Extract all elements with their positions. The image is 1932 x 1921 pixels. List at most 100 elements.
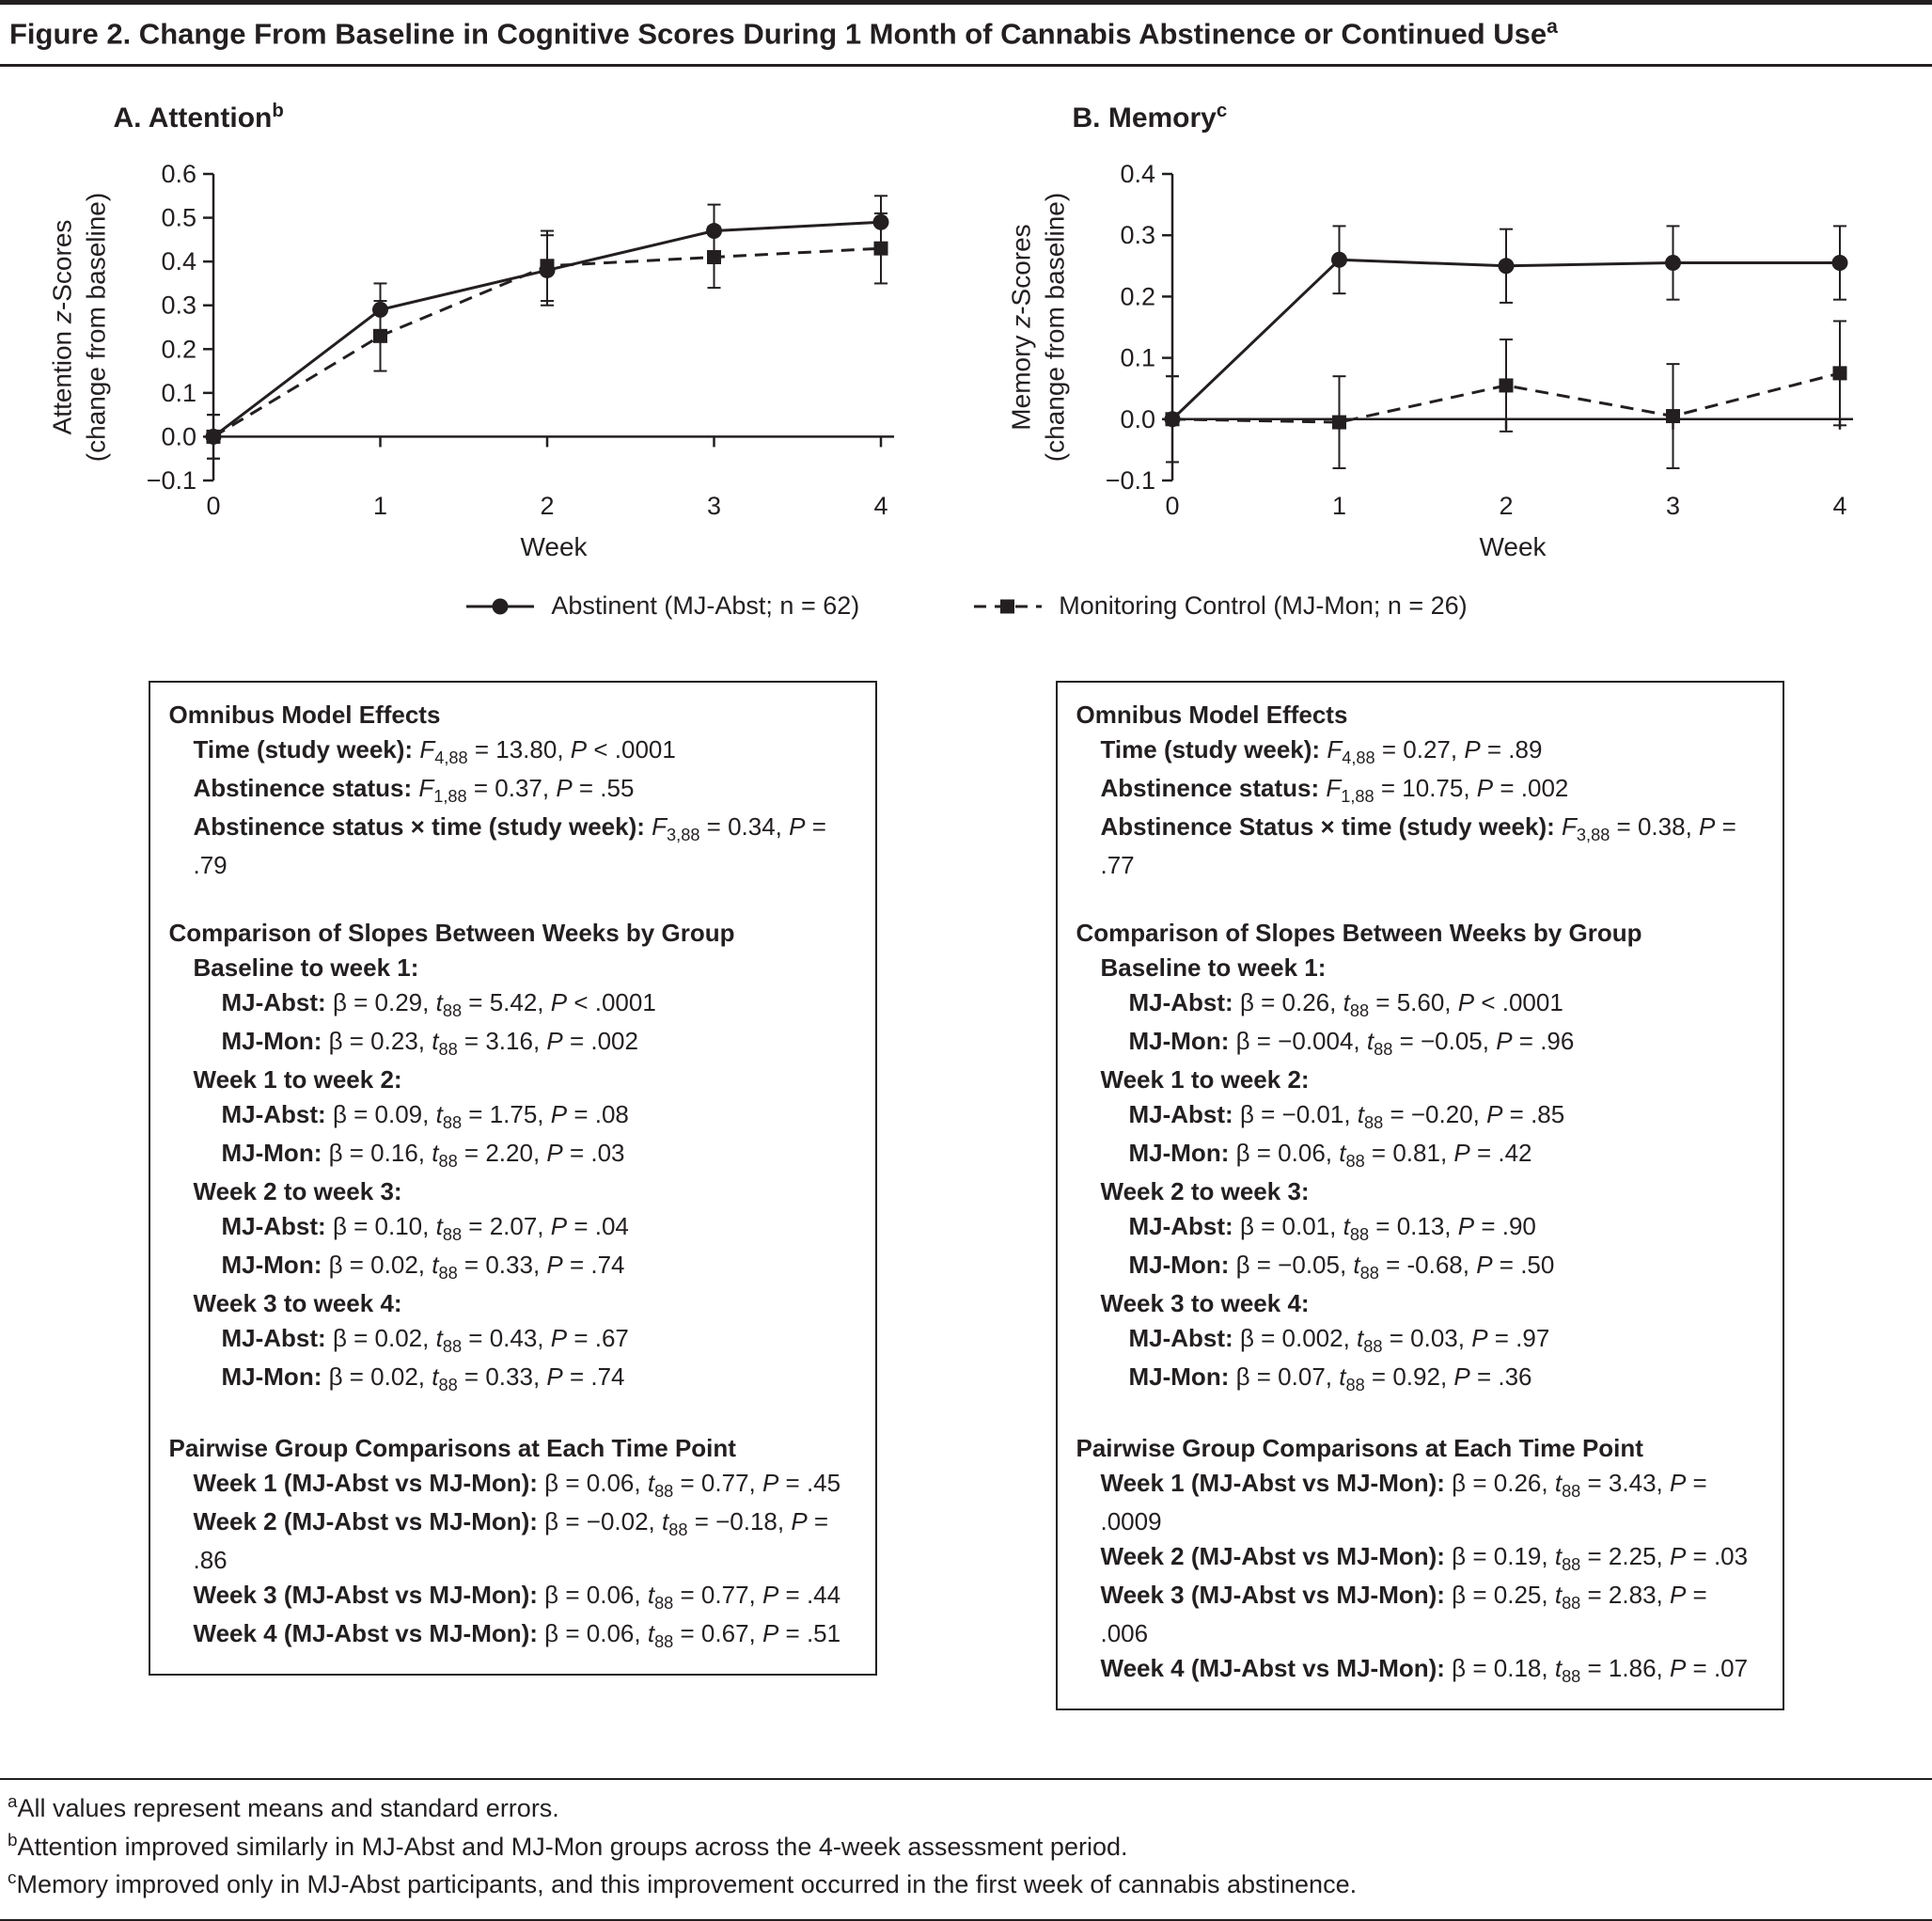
stat-line: Baseline to week 1: [1101, 951, 1762, 985]
attention-ylabel-wrap: Attention z-Scores (change from baseline) [40, 153, 119, 567]
stat-value: β = 0.26, t88 = 5.60, P < .0001 [1233, 988, 1563, 1021]
memory-chart-wrap: Memory z-Scores (change from baseline) 0.… [999, 153, 1893, 567]
stats-row: Omnibus Model Effects Time (study week): … [0, 681, 1932, 1711]
stat-value: β = 0.02, t88 = 0.33, P = .74 [322, 1251, 625, 1283]
title-rule [0, 64, 1932, 68]
stat-line: MJ-Abst: β = 0.01, t88 = 0.13, P = .90 [1129, 1209, 1762, 1248]
svg-text:−0.1: −0.1 [146, 466, 196, 495]
stat-line: MJ-Mon: β = 0.02, t88 = 0.33, P = .74 [222, 1248, 855, 1286]
stat-value: β = 0.07, t88 = 0.92, P = .36 [1229, 1362, 1532, 1395]
stat-label: MJ-Mon: [221, 1362, 322, 1392]
stat-value: β = 0.06, t88 = 0.77, P = .45 [537, 1469, 841, 1502]
stat-line: Week 2 to week 3: [1101, 1174, 1762, 1209]
footnotes: aAll values represent means and standard… [0, 1780, 1932, 1919]
stat-label: Baseline to week 1: [193, 953, 419, 983]
svg-text:−0.1: −0.1 [1105, 466, 1154, 495]
stat-line: Week 3 (MJ-Abst vs MJ-Mon): β = 0.06, t8… [194, 1578, 855, 1616]
stat-label: MJ-Mon: [221, 1251, 322, 1280]
stat-label: Abstinence Status × time (study week): [1100, 812, 1555, 842]
stat-line: Week 3 to week 4: [194, 1286, 855, 1321]
memory-chart: 0.4 0.3 0.2 0.1 0.0 −0.1 0 1 2 3 4 Week [1105, 160, 1853, 561]
stat-label: Week 4 (MJ-Abst vs MJ-Mon): [193, 1619, 538, 1648]
stat-line: Pairwise Group Comparisons at Each Time … [1076, 1431, 1762, 1466]
attention-chart: 0.6 0.5 0.4 0.3 0.2 0.1 0.0 −0.1 0 1 2 3 4 Week [146, 160, 894, 561]
stat-line: Week 4 (MJ-Abst vs MJ-Mon): β = 0.18, t8… [1101, 1651, 1762, 1690]
svg-text:Week: Week [520, 532, 588, 561]
stat-label: Omnibus Model Effects [168, 701, 441, 730]
legend-item-monitoring-control: Monitoring Control (MJ-Mon; n = 26) [972, 591, 1468, 621]
stat-line: MJ-Abst: β = −0.01, t88 = −0.20, P = .85 [1129, 1097, 1762, 1136]
svg-text:3: 3 [706, 492, 720, 520]
legend-label-monitoring-control: Monitoring Control (MJ-Mon; n = 26) [1059, 591, 1468, 621]
stat-label: Week 1 to week 2: [1100, 1065, 1310, 1094]
stat-label: MJ-Mon: [1128, 1362, 1230, 1392]
stat-label: Abstinence status × time (study week): [193, 812, 645, 842]
svg-text:0.2: 0.2 [1120, 283, 1155, 311]
stat-line: MJ-Mon: β = 0.07, t88 = 0.92, P = .36 [1129, 1360, 1762, 1398]
stat-label: Week 2 (MJ-Abst vs MJ-Mon): [1100, 1542, 1445, 1571]
stat-line: Week 4 (MJ-Abst vs MJ-Mon): β = 0.06, t8… [194, 1616, 855, 1655]
stat-label: Week 2 (MJ-Abst vs MJ-Mon): [193, 1507, 538, 1536]
stat-line: Pairwise Group Comparisons at Each Time … [169, 1431, 855, 1466]
stat-value: β = 0.06, t88 = 0.67, P = .51 [537, 1619, 841, 1652]
memory-panel-title: B. Memoryc [1072, 101, 1228, 134]
stat-line: Baseline to week 1: [194, 951, 855, 985]
stat-line: MJ-Mon: β = −0.004, t88 = −0.05, P = .96 [1129, 1024, 1762, 1063]
stat-line: MJ-Abst: β = 0.09, t88 = 1.75, P = .08 [222, 1097, 855, 1136]
svg-text:2: 2 [540, 492, 554, 520]
stat-line: Week 2 (MJ-Abst vs MJ-Mon): β = 0.19, t8… [1101, 1539, 1762, 1578]
stat-label: Comparison of Slopes Between Weeks by Gr… [168, 919, 735, 948]
stat-value: F4,88 = 13.80, P < .0001 [419, 735, 676, 768]
svg-text:2: 2 [1499, 492, 1513, 520]
stat-label: MJ-Mon: [1128, 1139, 1230, 1168]
svg-text:0.1: 0.1 [161, 379, 196, 407]
stat-label: MJ-Abst: [1128, 1100, 1233, 1129]
attention-ylabel-line1: Attention z-Scores [47, 219, 77, 435]
stat-line: MJ-Abst: β = 0.002, t88 = 0.03, P = .97 [1129, 1321, 1762, 1360]
stat-label: Week 3 to week 4: [193, 1289, 402, 1318]
stat-label: Week 2 to week 3: [193, 1177, 402, 1206]
attention-panel-title: A. Attentionb [113, 101, 284, 134]
stat-value: F1,88 = 10.75, P = .002 [1326, 774, 1569, 807]
stat-value: F3,88 = 0.34, P = .79 [193, 812, 826, 880]
stat-value: β = 0.25, t88 = 2.83, P = .006 [1100, 1581, 1707, 1648]
stat-line: Omnibus Model Effects [1076, 698, 1762, 732]
stat-value: F1,88 = 0.37, P = .55 [418, 774, 635, 807]
footnote-a: aAll values represent means and standard… [8, 1792, 559, 1823]
stat-label: Baseline to week 1: [1100, 953, 1327, 983]
stat-value: β = 0.01, t88 = 0.13, P = .90 [1233, 1212, 1536, 1245]
top-rule [0, 0, 1932, 5]
stat-label: Time (study week): [193, 735, 414, 764]
stat-line: Week 1 to week 2: [194, 1063, 855, 1097]
stat-value: β = 0.18, t88 = 1.86, P = .07 [1444, 1654, 1749, 1687]
stat-value: β = 0.16, t88 = 2.20, P = .03 [322, 1139, 625, 1172]
memory-ylabel-line1: Memory z-Scores [1006, 224, 1036, 431]
stat-label: Abstinence status: [1100, 774, 1320, 803]
svg-text:4: 4 [873, 492, 887, 520]
stat-label: Week 1 to week 2: [193, 1065, 402, 1094]
stat-line: MJ-Mon: β = 0.06, t88 = 0.81, P = .42 [1129, 1136, 1762, 1174]
svg-text:0.0: 0.0 [1120, 405, 1155, 433]
stat-line: Week 2 (MJ-Abst vs MJ-Mon): β = −0.02, t… [194, 1504, 855, 1578]
dashed-line-square-marker-icon [974, 599, 1043, 614]
stat-label: MJ-Mon: [1128, 1251, 1230, 1280]
svg-text:0.1: 0.1 [1120, 344, 1155, 372]
svg-text:0: 0 [1165, 492, 1179, 520]
svg-text:0.2: 0.2 [161, 336, 196, 364]
stat-value: β = 0.002, t88 = 0.03, P = .97 [1233, 1324, 1550, 1357]
stat-label: MJ-Abst: [221, 988, 326, 1017]
svg-text:4: 4 [1832, 492, 1846, 520]
stat-label: Week 3 (MJ-Abst vs MJ-Mon): [1100, 1581, 1445, 1610]
svg-text:Week: Week [1479, 532, 1547, 561]
stat-value: β = 0.29, t88 = 5.42, P < .0001 [325, 988, 656, 1021]
stat-line: MJ-Abst: β = 0.10, t88 = 2.07, P = .04 [222, 1209, 855, 1248]
stat-line: Time (study week): F4,88 = 0.27, P = .89 [1101, 732, 1762, 771]
stat-value: β = 0.06, t88 = 0.77, P = .44 [537, 1581, 841, 1614]
stat-line: MJ-Mon: β = −0.05, t88 = -0.68, P = .50 [1129, 1248, 1762, 1286]
stat-value: β = 0.09, t88 = 1.75, P = .08 [325, 1100, 629, 1133]
stat-label: Time (study week): [1100, 735, 1321, 764]
stat-value: β = 0.23, t88 = 3.16, P = .002 [322, 1027, 638, 1060]
stat-value: β = −0.02, t88 = −0.18, P = .86 [193, 1507, 829, 1575]
memory-panel: B. Memoryc Memory z-Scores (change from b… [999, 101, 1893, 567]
svg-text:0.4: 0.4 [1120, 160, 1155, 188]
